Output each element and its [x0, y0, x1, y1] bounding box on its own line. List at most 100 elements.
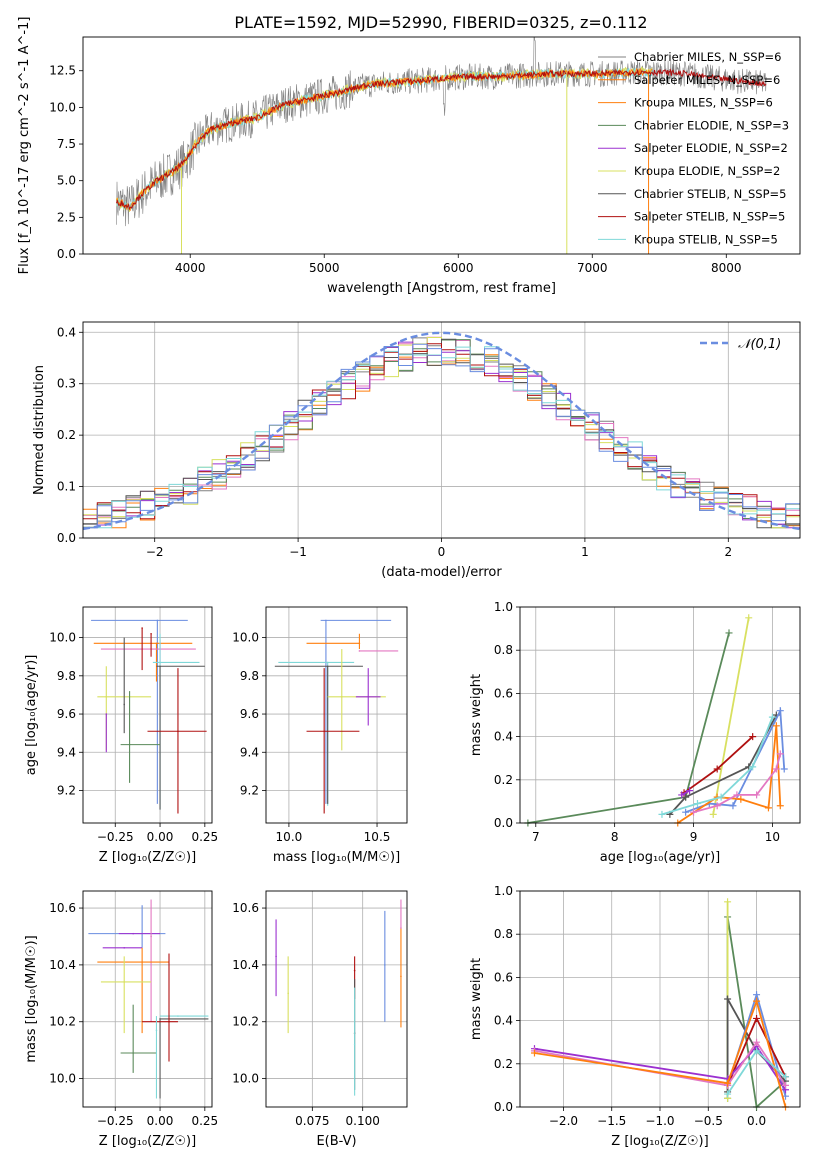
series-marker — [658, 810, 666, 818]
x-tick-label: 1 — [581, 545, 589, 559]
series-marker — [729, 802, 737, 810]
data-point — [323, 730, 325, 733]
series-line — [677, 725, 782, 824]
series-marker — [753, 791, 761, 799]
data-point — [141, 961, 143, 963]
y-tick-label: 0.2 — [494, 773, 513, 787]
series-line — [726, 995, 787, 1092]
series-marker — [749, 733, 757, 741]
series-marker — [530, 1049, 538, 1057]
x-tick-label: 4000 — [175, 261, 206, 275]
data-point — [326, 661, 329, 664]
data-point — [123, 981, 126, 983]
x-tick-label: 9 — [690, 830, 698, 844]
histogram-step-line — [83, 343, 800, 520]
histogram-series — [83, 331, 800, 531]
series-marker — [717, 793, 725, 801]
series-line — [693, 753, 782, 814]
spectrum-legend: Chabrier MILES, N_SSP=6 Salpeter MILES, N… — [598, 50, 789, 246]
y-tick-label: 0.6 — [494, 686, 513, 700]
series-marker — [713, 765, 721, 773]
x-axis-label: Z [log₁₀(Z/Z☉)] — [99, 1134, 196, 1149]
y-axis-label: mass weight — [469, 958, 484, 1040]
legend-label: Kroupa STELIB, N_SSP=5 — [634, 232, 778, 246]
series-marker — [753, 1038, 761, 1046]
x-tick-label: 10.0 — [276, 830, 303, 844]
series-marker — [772, 722, 780, 730]
y-tick-label: 9.4 — [57, 745, 76, 759]
series-marker — [764, 804, 772, 812]
y-tick-label: 10.0 — [49, 631, 76, 645]
spectrum-axes: 4000 5000 6000 7000 8000 0.0 2.5 5.0 7.5 10.0 12.5… — [17, 17, 801, 296]
y-axis-label: Flux [f_λ 10^-17 erg cm^-2 s^-1 A^-1] — [17, 17, 32, 275]
y-tick-label: 9.8 — [57, 669, 76, 683]
y-axis-label: Normed distribution — [32, 365, 47, 495]
age-vs-Z-points — [91, 619, 207, 814]
data-point — [150, 632, 152, 635]
y-tick-label: 0.2 — [494, 1057, 513, 1071]
x-axis-label: mass [log₁₀(M/M☉)] — [273, 850, 400, 865]
y-axis-label: age [log₁₀(age/yr)] — [24, 655, 39, 776]
spectrum-model-line — [116, 66, 653, 254]
series-marker — [737, 795, 745, 803]
data-point — [325, 619, 327, 622]
y-tick-label: 0.0 — [57, 247, 76, 261]
mass-vs-Z-points — [88, 899, 209, 1099]
data-point — [287, 992, 289, 995]
axes-frame — [82, 890, 213, 1108]
series-marker — [682, 808, 690, 816]
spectrum-lines — [116, 37, 767, 254]
y-tick-label: 0.3 — [57, 377, 76, 391]
x-tick-label: −2.0 — [549, 1114, 578, 1128]
data-point — [177, 1015, 179, 1017]
y-tick-label: 10.2 — [232, 1015, 259, 1029]
legend-label: 𝒩(0,1) — [738, 337, 781, 352]
data-point — [123, 947, 126, 949]
series-marker — [782, 1073, 790, 1081]
x-tick-label: 0.075 — [295, 1114, 329, 1128]
x-tick-label: −0.25 — [97, 1114, 134, 1128]
series-marker — [753, 997, 761, 1005]
series-marker — [768, 713, 776, 721]
data-point — [105, 713, 108, 715]
y-tick-label: 9.4 — [240, 745, 259, 759]
x-tick-label: 0.100 — [346, 1114, 380, 1128]
massweight-vs-Z-series — [530, 898, 790, 1111]
x-tick-label: 0 — [438, 545, 446, 559]
data-point — [159, 665, 161, 668]
x-tick-label: −2 — [146, 545, 164, 559]
x-axis-label: (data-model)/error — [381, 565, 502, 580]
x-axis-label: Z [log₁₀(Z/Z☉)] — [611, 1134, 708, 1149]
y-tick-label: 9.8 — [240, 669, 259, 683]
mass-vs-Z-axes: −0.25 0.00 0.25 10.0 10.2 10.4 10.6 Z [log₁₀(Z/… — [24, 890, 218, 1149]
series-line — [681, 789, 691, 796]
histogram-step-line — [83, 343, 800, 529]
x-tick-label: 8 — [611, 830, 619, 844]
y-tick-label: 9.6 — [240, 707, 259, 721]
spectrum-model-line — [116, 67, 653, 254]
x-tick-label: 0.25 — [191, 1114, 218, 1128]
y-tick-label: 10.0 — [232, 631, 259, 645]
x-tick-label: 0.00 — [147, 1114, 174, 1128]
series-marker — [753, 991, 761, 999]
series-marker — [776, 750, 784, 758]
data-point — [340, 696, 343, 698]
axes-frame — [82, 321, 801, 539]
y-tick-label: 0.4 — [494, 730, 513, 744]
series-marker — [753, 1014, 761, 1022]
y-tick-label: 10.4 — [232, 958, 259, 972]
y-tick-label: 0.4 — [57, 325, 76, 339]
y-tick-label: 10.6 — [232, 901, 259, 915]
y-tick-label: 0.2 — [57, 428, 76, 442]
series-marker — [693, 800, 701, 808]
y-tick-label: 5.0 — [57, 174, 76, 188]
y-tick-label: 10.6 — [49, 901, 76, 915]
x-tick-label: −1.5 — [597, 1114, 626, 1128]
y-tick-label: 12.5 — [49, 64, 76, 78]
age-vs-mass-points — [274, 619, 399, 814]
data-point — [105, 696, 108, 698]
y-tick-label: 0.4 — [494, 1014, 513, 1028]
legend-label: Salpeter ELODIE, N_SSP=2 — [634, 141, 788, 155]
y-tick-label: 0.1 — [57, 480, 76, 494]
data-point — [159, 661, 161, 664]
